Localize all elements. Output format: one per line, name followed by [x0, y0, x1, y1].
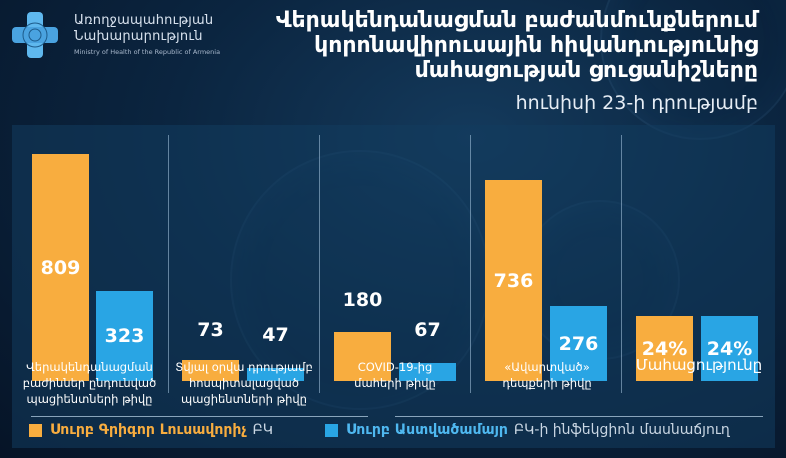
bar-blue-group2 [247, 368, 304, 381]
legend-swatch-blue [325, 423, 338, 437]
ministry-logo: Առողջապահության Նախարարություն Ministry … [12, 10, 232, 60]
category-label: Վերակենդանացման բաժիններ ընդունված պացիե… [22, 360, 157, 406]
bar-blue-group5: 24% [701, 316, 758, 381]
logo-text-line1: Առողջապահության [74, 13, 214, 28]
legend-divider [31, 416, 368, 417]
category-label: «Ավարտված» դեպքերի թիվը [502, 360, 592, 390]
chart-title: Վերակենդանացման բաժանմունքներում կորոնավ… [276, 8, 758, 83]
group-divider [470, 135, 471, 393]
logo-text-english: Ministry of Health of the Republic of Ar… [74, 48, 221, 56]
value-label: 47 [262, 324, 289, 346]
legend-swatch-orange [29, 423, 42, 437]
title-line: մահացության ցուցանիշները [414, 58, 758, 83]
value-label: 73 [197, 319, 224, 341]
bar-orange-group2 [182, 360, 239, 381]
bar-blue-group3 [399, 363, 456, 381]
value-label: 67 [414, 319, 441, 341]
group-divider [168, 135, 169, 393]
legend-name: Սուրբ Աստվածամայր [346, 422, 508, 438]
bar-blue-group1: 323 [96, 291, 153, 381]
group-divider [621, 135, 622, 393]
bar-orange-group3 [334, 332, 391, 381]
legend-name: Սուրբ Գրիգոր Լուսավորիչ [50, 422, 247, 438]
chart-subtitle: հունիսի 23-ի դրությամբ [515, 92, 758, 114]
value-label: 180 [342, 289, 383, 311]
legend-divider [395, 416, 763, 417]
legend-suffix: ԲԿ [252, 422, 273, 438]
logo-text-line2: Նախարարություն [74, 29, 203, 44]
category-label: Տվյալ օրվա դրությամբ հոսպիտալացված պացիե… [175, 360, 313, 406]
legend-item-blue: Սուրբ Աստվածամայր ԲԿ-ի ինֆեկցիոն մասնաճյ… [325, 422, 730, 438]
bar-orange-group1: 809 [32, 154, 89, 381]
bar-orange-group4: 736 [485, 180, 542, 381]
title-line: կորոնավիրուսային հիվանդությունից [314, 33, 758, 58]
legend-suffix: ԲԿ-ի ինֆեկցիոն մասնաճյուղ [513, 422, 730, 438]
group-divider [319, 135, 320, 393]
bar-orange-group5: 24% [636, 316, 693, 381]
bar-blue-group4: 276 [550, 306, 607, 381]
legend-item-orange: Սուրբ Գրիգոր Լուսավորիչ ԲԿ [29, 422, 273, 438]
title-line: Վերակենդանացման բաժանմունքներում [275, 8, 758, 33]
category-label: COVID-19-ից մահերի թիվը [354, 360, 436, 390]
medical-cross-icon [12, 12, 58, 58]
chart-panel: 809 323 Վերակենդանացման բաժիններ ընդունվ… [12, 125, 775, 448]
category-label: Մահացությունը [635, 356, 763, 374]
